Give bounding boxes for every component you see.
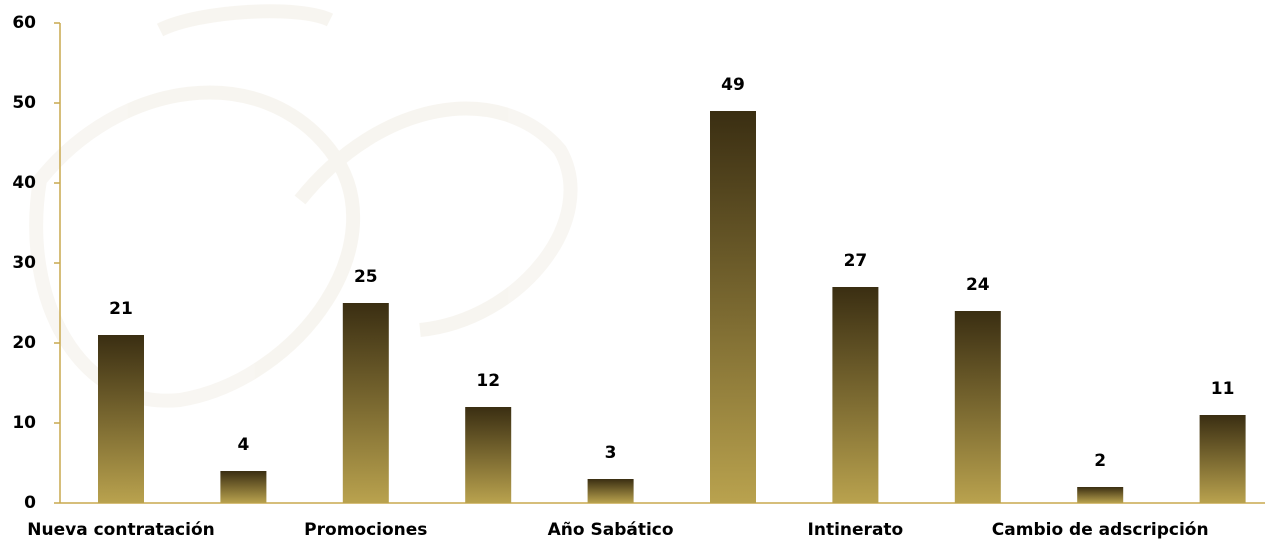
data-label: 21 bbox=[109, 299, 133, 319]
bar bbox=[98, 335, 144, 503]
bar bbox=[465, 407, 512, 503]
bar bbox=[710, 111, 756, 503]
x-tick-label: Año Sabático bbox=[548, 520, 674, 540]
x-tick-label: Intinerato bbox=[808, 520, 904, 540]
data-label: 24 bbox=[966, 275, 990, 295]
data-label: 27 bbox=[844, 251, 868, 271]
bar bbox=[587, 479, 634, 503]
bar bbox=[342, 303, 389, 503]
data-label: 25 bbox=[354, 267, 378, 287]
x-tick-label: Nueva contratación bbox=[27, 520, 214, 540]
y-tick-label: 40 bbox=[12, 173, 36, 193]
bar bbox=[1077, 487, 1124, 503]
data-label: 4 bbox=[237, 435, 249, 455]
y-tick-label: 10 bbox=[12, 413, 36, 433]
data-label: 49 bbox=[721, 75, 745, 95]
bar bbox=[954, 311, 1001, 503]
data-label: 2 bbox=[1094, 451, 1106, 471]
data-label: 3 bbox=[605, 443, 617, 463]
y-tick-label: 0 bbox=[24, 493, 36, 513]
y-tick-label: 60 bbox=[12, 13, 36, 33]
x-tick-label: Promociones bbox=[304, 520, 427, 540]
y-tick-label: 20 bbox=[12, 333, 36, 353]
y-tick-label: 50 bbox=[12, 93, 36, 113]
y-tick-label: 30 bbox=[12, 253, 36, 273]
bar bbox=[832, 287, 879, 503]
bar bbox=[1199, 415, 1246, 503]
data-label: 11 bbox=[1211, 379, 1235, 399]
x-tick-label: Cambio de adscripción bbox=[992, 520, 1209, 540]
data-label: 12 bbox=[476, 371, 500, 391]
watermark bbox=[29, 4, 578, 408]
bar bbox=[220, 471, 267, 503]
